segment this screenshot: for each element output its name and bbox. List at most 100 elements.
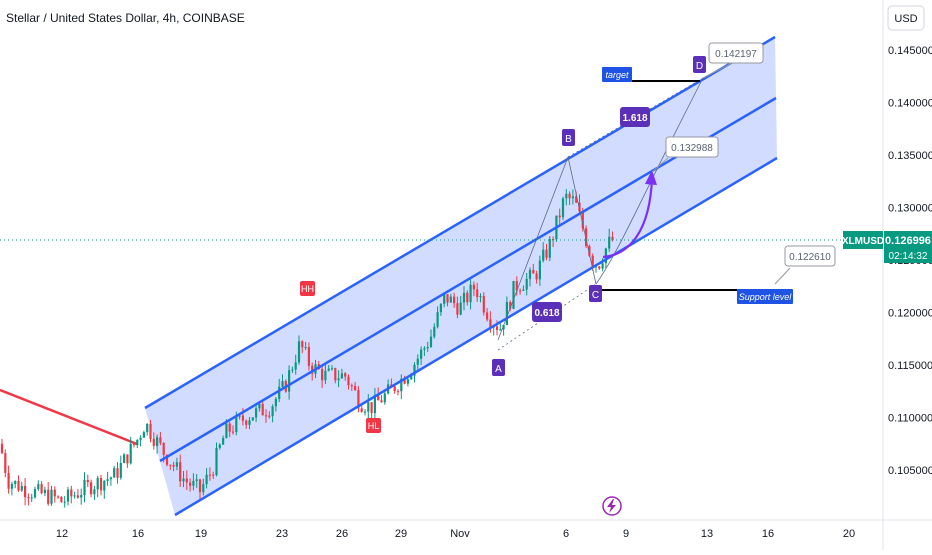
candle-body <box>578 202 581 212</box>
x-tick-label: 19 <box>195 528 207 540</box>
label-d[interactable]: D <box>693 56 706 73</box>
candle-body <box>585 228 588 246</box>
candle-body <box>472 284 475 290</box>
candle-body <box>73 495 76 497</box>
label-hl[interactable]: HL <box>366 418 381 433</box>
channel-mid-line[interactable] <box>159 96 777 463</box>
support-text-label[interactable]: Support level <box>737 289 793 304</box>
candle-body <box>307 347 310 366</box>
candle-body <box>383 393 386 403</box>
candle-body <box>311 365 314 374</box>
candle-body <box>136 439 139 446</box>
label-a[interactable]: A <box>492 359 505 376</box>
candle-body <box>60 496 63 503</box>
candle-body <box>499 329 502 331</box>
candle-body <box>571 196 574 199</box>
candle-body <box>581 211 584 229</box>
candle-body <box>363 411 367 413</box>
candle-body <box>63 501 66 503</box>
projected-path-arrow <box>602 177 654 259</box>
label-c[interactable]: C <box>589 285 602 302</box>
candle-body <box>10 484 13 489</box>
candle-body <box>334 368 337 381</box>
candle-body <box>288 370 291 392</box>
candle-body <box>519 290 522 292</box>
candle-body <box>20 485 23 491</box>
candle-body <box>591 255 594 267</box>
label-hh[interactable]: HH <box>300 281 315 296</box>
y-tick-label: 0.115000 <box>888 360 932 372</box>
candle-body <box>238 415 241 417</box>
candle-body <box>264 415 268 417</box>
ticker-label[interactable]: XLMUSD <box>842 231 884 249</box>
fib-label-1618[interactable]: 1.618 <box>620 107 650 127</box>
candle-body <box>172 464 175 467</box>
svg-text:Support level: Support level <box>739 292 793 302</box>
candle-body <box>601 263 604 269</box>
candle-body <box>14 480 17 485</box>
last-price-badge[interactable]: 0.126996 02:14:32 <box>884 231 932 263</box>
candle-body <box>182 478 185 482</box>
candle-body <box>17 480 20 491</box>
candle-body <box>393 386 396 392</box>
candle-body <box>222 438 225 445</box>
svg-text:0.126996: 0.126996 <box>885 235 931 247</box>
currency-button[interactable]: USD <box>887 5 925 31</box>
candle-body <box>429 336 433 347</box>
x-axis[interactable]: 12 16 19 23 26 29 Nov 6 9 13 16 20 <box>56 528 855 540</box>
candle-body <box>37 484 40 490</box>
candle-body <box>502 325 505 330</box>
price-callout-target[interactable]: 0.142197 <box>708 42 764 64</box>
candle-body <box>459 302 462 315</box>
projection-curve <box>595 77 704 285</box>
candle-body <box>436 312 439 327</box>
candle-body <box>486 312 489 320</box>
candle-body <box>301 341 304 348</box>
candle-body <box>119 462 122 478</box>
x-tick-label: 16 <box>132 528 144 540</box>
candle-body <box>24 485 27 498</box>
lightning-icon[interactable] <box>602 496 622 516</box>
y-tick-label: 0.105000 <box>888 465 932 477</box>
channel-lower-line[interactable] <box>174 156 778 517</box>
candle-body <box>396 391 400 393</box>
candle-body <box>225 423 228 439</box>
x-tick-label: 16 <box>762 528 774 540</box>
candle-body <box>27 497 30 499</box>
y-axis[interactable]: 0.1450000.1400000.1350000.1300000.125000… <box>888 45 932 477</box>
channel-upper-line[interactable] <box>144 35 776 410</box>
candle-body <box>495 326 499 331</box>
arrow-head <box>645 170 657 185</box>
candle-body <box>535 273 538 280</box>
candle-body <box>274 398 277 407</box>
candle-body <box>231 431 235 433</box>
y-tick-label: 0.135000 <box>888 150 932 162</box>
x-tick-label: 9 <box>623 528 629 540</box>
candle-body <box>245 420 248 425</box>
candle-body <box>208 474 211 476</box>
price-callout-mid[interactable]: 0.132988 <box>665 136 719 158</box>
target-text-label[interactable]: target <box>602 67 632 82</box>
fib-label-0618[interactable]: 0.618 <box>532 302 562 322</box>
svg-text:HL: HL <box>368 421 380 431</box>
candle-body <box>103 480 106 491</box>
candle-body <box>406 379 409 384</box>
candle-body <box>304 347 307 349</box>
candle-body <box>466 292 469 303</box>
candle-body <box>241 415 244 421</box>
x-tick-label: 29 <box>395 528 407 540</box>
x-tick-label: 6 <box>563 528 569 540</box>
y-tick-label: 0.110000 <box>888 413 932 425</box>
candle-body <box>291 369 294 371</box>
label-b[interactable]: B <box>562 129 575 146</box>
svg-text:XLMUSD: XLMUSD <box>842 236 884 247</box>
candle-body <box>548 239 551 258</box>
candle-body <box>70 489 73 497</box>
price-callout-support[interactable]: 0.122610 <box>784 245 836 267</box>
candle-body <box>350 385 353 387</box>
candle-body <box>377 395 380 401</box>
candle-body <box>515 281 518 291</box>
candle-body <box>611 236 614 241</box>
